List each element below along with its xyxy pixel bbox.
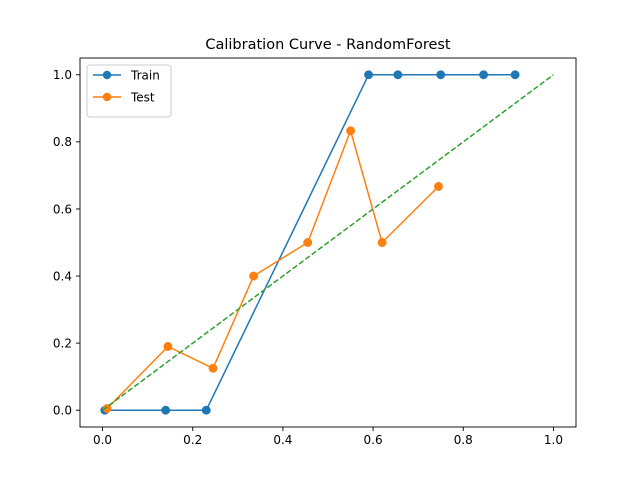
data-point-test — [303, 238, 313, 247]
axes: 0.0 0.2 0.4 0.6 0.8 1.0 0.0 0.2 0.4 0.6 0.8 1.0 — [53, 57, 577, 447]
chart-title: Calibration Curve - RandomForest — [205, 37, 451, 53]
legend-label-train: Train — [130, 68, 160, 82]
data-point-train — [201, 405, 211, 415]
x-tick-label: 0.0 — [93, 433, 112, 447]
y-tick-label: 1.0 — [53, 68, 72, 82]
x-tick-label: 1.0 — [544, 433, 563, 447]
series-line-reference — [102, 74, 554, 411]
legend-label-test: Test — [130, 90, 155, 104]
series-line-test — [106, 130, 439, 410]
series-line-train — [104, 74, 516, 411]
data-point-train — [161, 405, 171, 415]
data-point-test — [208, 363, 218, 373]
y-tick-label: 0.4 — [53, 269, 72, 283]
y-tick-label: 0.8 — [53, 135, 72, 149]
plot-area — [100, 70, 554, 415]
x-tick-label: 0.2 — [183, 433, 202, 447]
data-point-train — [479, 70, 489, 80]
y-tick-label: 0.0 — [53, 404, 72, 418]
x-tick-label: 0.6 — [364, 433, 383, 447]
y-tick-label: 0.6 — [53, 202, 72, 216]
data-point-test — [434, 182, 443, 191]
data-point-train — [510, 70, 520, 80]
y-tick-label: 0.2 — [53, 336, 72, 350]
legend-marker-train — [102, 70, 112, 80]
data-point-test — [346, 126, 355, 136]
data-point-train — [364, 70, 374, 80]
data-point-test — [163, 342, 173, 351]
data-point-test — [102, 404, 112, 413]
data-point-train — [436, 70, 446, 80]
x-tick-label: 0.4 — [273, 433, 292, 447]
x-tick-label: 0.8 — [454, 433, 473, 447]
data-point-train — [393, 70, 403, 80]
legend-marker-test — [102, 92, 112, 102]
data-point-test — [249, 271, 259, 281]
data-point-test — [377, 238, 387, 247]
legend: Train Test — [86, 64, 172, 118]
axes-frame — [79, 57, 577, 428]
